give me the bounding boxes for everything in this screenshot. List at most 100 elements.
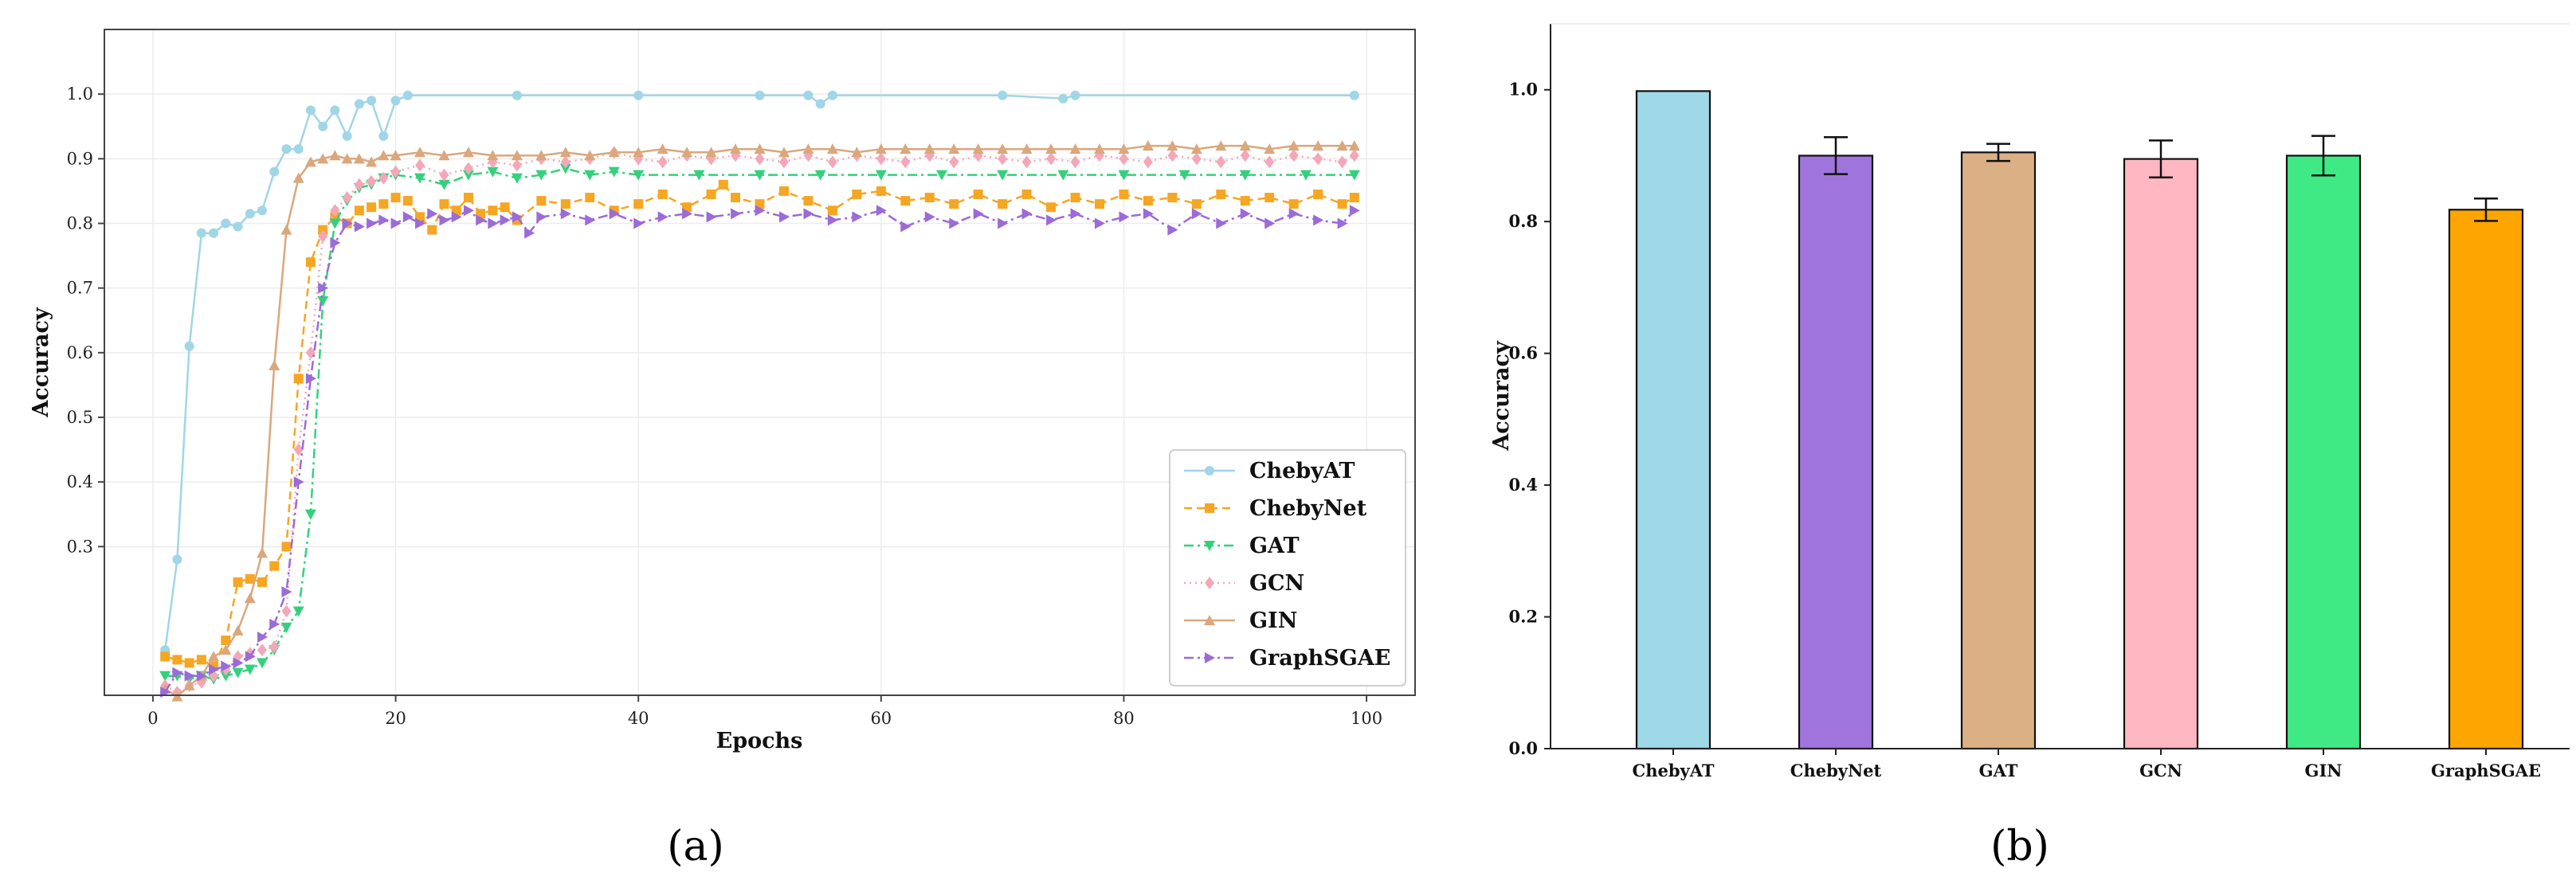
- data-point: [778, 155, 789, 169]
- line-chart-a: 0 20 40 60 80 100 0.3 0.4 0.5 0.6 0.7 0.8 0.9 1.0 Epo…: [29, 29, 1416, 753]
- data-point: [1349, 149, 1359, 162]
- data-point: [682, 208, 693, 220]
- data-point: [378, 150, 390, 161]
- data-point: [1264, 193, 1275, 203]
- data-point: [560, 208, 571, 220]
- series-GraphSGAE: [160, 205, 1360, 698]
- data-point: [923, 143, 935, 155]
- data-point: [367, 96, 377, 106]
- data-point: [1046, 152, 1057, 166]
- data-point: [998, 90, 1008, 100]
- data-point: [1337, 199, 1347, 209]
- x-tick-label: 0: [147, 709, 158, 728]
- y-tick-label: 1.0: [1508, 80, 1538, 100]
- data-point: [1094, 199, 1104, 209]
- data-point: [1216, 189, 1226, 199]
- data-point: [1045, 143, 1057, 155]
- data-point: [1167, 224, 1178, 236]
- data-point: [657, 155, 668, 169]
- bar: [2285, 155, 2362, 750]
- data-point: [827, 214, 838, 226]
- panel-label-a-text: (a): [667, 823, 724, 870]
- data-point: [378, 171, 389, 185]
- data-point: [378, 131, 389, 141]
- data-point: [1348, 170, 1360, 181]
- data-point: [378, 199, 389, 209]
- x-tick-label: ChebyAT: [1632, 761, 1714, 780]
- panel-label-b-text: (b): [1990, 823, 2049, 870]
- data-point: [706, 211, 717, 223]
- data-point: [402, 211, 414, 223]
- data-point: [318, 229, 328, 243]
- data-point: [293, 144, 304, 155]
- data-point: [997, 170, 1009, 181]
- data-point: [488, 217, 499, 229]
- data-point: [1191, 199, 1202, 209]
- data-point: [1094, 217, 1105, 229]
- data-point: [1070, 193, 1080, 203]
- bar-group-GraphSGAE: [2448, 197, 2524, 750]
- data-point: [305, 257, 316, 268]
- data-point: [184, 658, 194, 668]
- data-point: [366, 156, 378, 167]
- data-point: [196, 655, 206, 665]
- bar-group-ChebyNet: [1798, 136, 1874, 750]
- data-point: [535, 170, 547, 181]
- data-point: [462, 147, 474, 158]
- data-point: [487, 166, 499, 178]
- legend-label: ChebyAT: [1249, 459, 1355, 483]
- data-point: [935, 170, 947, 181]
- legend-item: GCN: [1184, 571, 1304, 596]
- data-point: [439, 199, 449, 209]
- data-point: [1313, 152, 1323, 166]
- data-point: [233, 657, 244, 669]
- data-point: [585, 214, 596, 226]
- y-tick-label: 0.5: [67, 408, 93, 427]
- axis-ticks: 0 20 40 60 80 100 0.3 0.4 0.5 0.6 0.7 0.8 0.9 1.0: [67, 84, 1383, 728]
- data-point: [1313, 214, 1324, 226]
- data-point: [1119, 152, 1129, 166]
- bar-group-GIN: [2285, 135, 2362, 750]
- data-point: [257, 205, 268, 216]
- data-point: [1046, 202, 1057, 213]
- data-point: [390, 150, 402, 161]
- data-point: [524, 227, 535, 239]
- x-tick-label: 100: [1351, 709, 1382, 728]
- data-point: [245, 209, 255, 219]
- data-point: [245, 651, 256, 663]
- data-point: [1143, 208, 1154, 220]
- legend-marker: [1205, 652, 1215, 663]
- legend-item: ChebyNet: [1184, 496, 1367, 521]
- data-point: [1349, 90, 1359, 100]
- data-point: [803, 196, 814, 206]
- data-point: [427, 208, 438, 220]
- data-point: [705, 147, 717, 158]
- data-point: [998, 199, 1008, 209]
- data-point: [755, 90, 765, 100]
- data-point: [342, 191, 352, 205]
- data-point: [1021, 189, 1032, 199]
- data-point: [280, 224, 292, 235]
- data-point: [1167, 149, 1178, 162]
- x-tick-label: GCN: [2139, 761, 2182, 780]
- data-point: [1239, 140, 1251, 151]
- data-point: [1178, 170, 1190, 181]
- data-point: [731, 208, 742, 220]
- bar-group-ChebyAT: [1635, 90, 1711, 750]
- data-point: [511, 173, 523, 184]
- data-point: [257, 577, 268, 587]
- x-tick-label: ChebyNet: [1790, 761, 1882, 780]
- data-point: [1143, 155, 1153, 169]
- data-point: [1240, 208, 1251, 220]
- data-point: [488, 205, 498, 216]
- data-point: [1191, 152, 1202, 166]
- legend-marker: [1205, 503, 1214, 513]
- x-tick-label: 80: [1113, 709, 1135, 728]
- data-point: [292, 172, 304, 183]
- data-point: [778, 211, 790, 223]
- y-tick-label: 0.4: [1508, 475, 1538, 495]
- x-tick-label: GIN: [2305, 761, 2343, 780]
- data-point: [511, 150, 523, 161]
- data-point: [220, 671, 232, 682]
- data-point: [196, 670, 207, 682]
